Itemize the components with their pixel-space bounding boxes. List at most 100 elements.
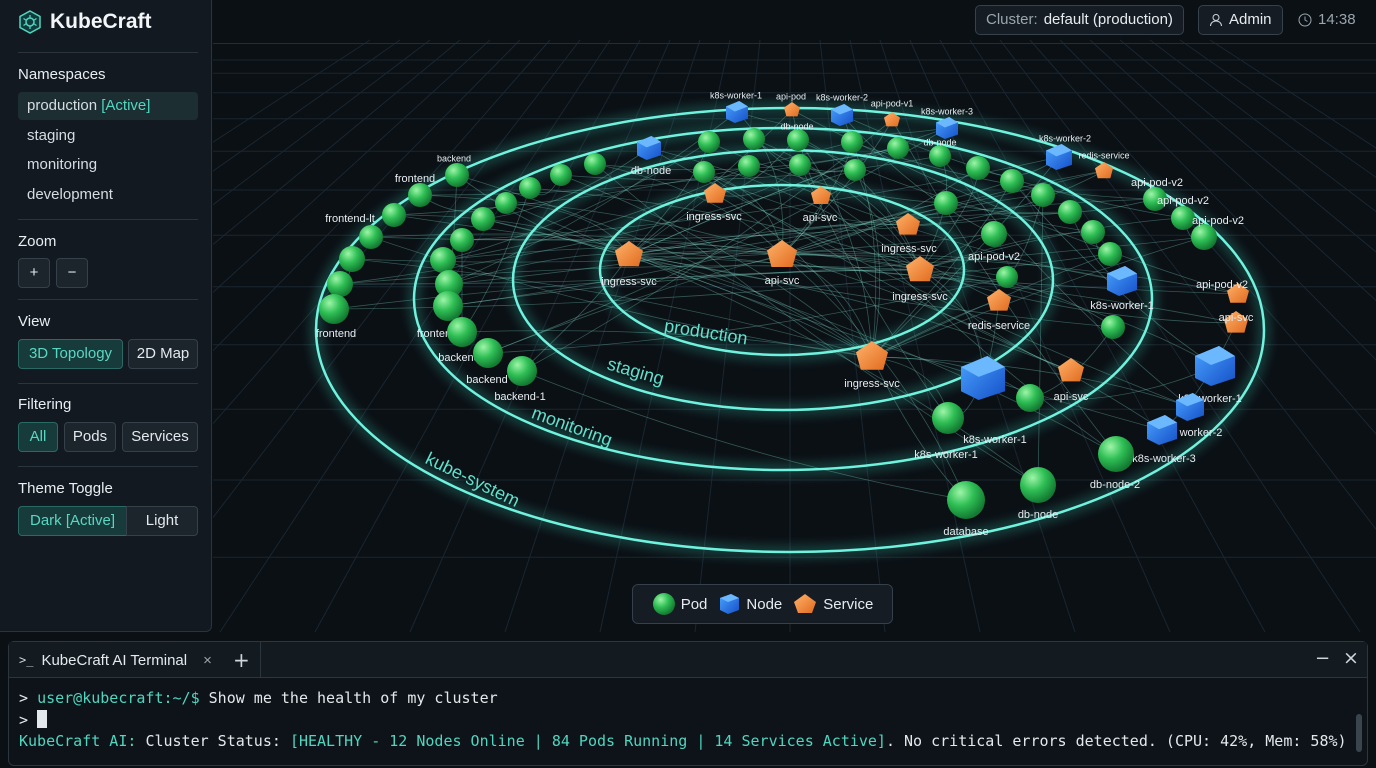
pod [1143,187,1167,211]
minimize[interactable]: − [1315,648,1331,669]
grid-line [314,39,641,633]
pod [519,177,541,199]
link [820,195,1117,455]
link [628,223,909,256]
status: [HEALTHY - 12 Nodes Online | 84 Pods Run… [289,732,886,750]
pod [1000,169,1024,193]
pod [743,128,765,150]
close-tab[interactable]: × [203,651,212,669]
pod [1171,206,1195,230]
node-label: db-node [780,121,813,131]
node [637,136,661,160]
pod [934,191,958,215]
cursor [37,710,48,728]
pod [996,266,1018,288]
pod [339,246,365,272]
divider [18,383,198,384]
divider [18,219,198,220]
link [339,236,1205,285]
node [1046,144,1072,170]
view-option[interactable]: 2D Map [128,339,198,369]
link [560,174,873,358]
namespace-name: production [27,97,98,114]
node-label: frontend [395,173,435,185]
node-label: db-node-2 [1090,479,1140,491]
link [945,198,1156,214]
cluster-selector[interactable]: Cluster: default (production) [975,5,1184,35]
service [1227,283,1249,303]
grid-line [1119,39,1376,253]
pod [693,161,715,183]
zoom-in[interactable]: + [18,258,50,288]
node-label: k8s-worker-1 [914,449,978,461]
link [461,238,921,271]
link [628,254,1117,455]
pod [929,145,951,167]
node-label: db-node [1018,509,1058,521]
pod [1058,200,1082,224]
service [704,183,726,203]
service-icon [794,594,817,613]
ai-speaker: KubeCraft AI: [19,732,137,750]
namespace-item[interactable]: production [Active] [18,92,198,120]
service [1224,311,1248,333]
pod [447,317,477,347]
node-label: backend [437,153,471,163]
terminal-line: > user@kubecraft:~/$ Show me the health … [19,689,498,707]
node-label: frontend-lt [325,213,375,225]
link [854,169,881,358]
link [442,165,750,261]
new-tab[interactable]: + [233,648,250,672]
pod [932,402,964,434]
clock-icon [1298,13,1312,27]
pod [1081,220,1105,244]
prompt: > [19,711,29,729]
filter-option[interactable]: All [18,422,58,452]
terminal-line: > [19,710,48,729]
grid-line [1029,39,1376,435]
pod [327,271,353,297]
filter-option[interactable]: Services [122,422,198,452]
node [726,101,748,123]
theme-option[interactable]: Light [126,506,198,536]
link [703,171,783,256]
divider [18,299,198,300]
terminal-icon: >_ [19,653,34,667]
theme-option[interactable]: Dark [Active] [18,506,127,536]
node-label: api-svc [803,212,838,224]
namespace-item[interactable]: staging [27,127,76,144]
link [781,254,1163,431]
grid-line [219,39,611,633]
legend-item: Node [717,592,782,616]
link [529,187,921,271]
user-menu[interactable]: Admin [1198,5,1283,35]
response-detail: . No critical errors detected. (CPU: 42%… [885,732,1347,750]
grid-line [939,39,1266,633]
view-option[interactable]: 3D Topology [18,339,123,369]
grid-line [29,39,551,633]
link [447,180,1013,307]
pod [473,338,503,368]
link [714,193,873,358]
link [939,155,1191,408]
node-label: api-pod-v2 [1196,279,1248,291]
logo [19,10,41,34]
node-top [831,104,853,115]
node-top [1147,415,1177,430]
namespace-item[interactable]: monitoring [27,156,98,173]
service [767,240,797,267]
link [781,202,947,256]
node-label: k8s-worker-1 [1090,300,1154,312]
legend: Pod Node Service [632,584,893,624]
section-title: Filtering [18,396,72,413]
close-terminal[interactable]: × [1343,647,1359,669]
link [703,171,1072,372]
namespace-item[interactable]: development [27,186,113,203]
zoom-out[interactable]: − [56,258,88,288]
link [871,356,1191,408]
pod [408,183,432,207]
app-title: KubeCraft [50,10,152,33]
terminal-tab[interactable]: >_ KubeCraft AI Terminal × [9,642,261,678]
filter-option[interactable]: Pods [64,422,116,452]
link [447,269,921,307]
